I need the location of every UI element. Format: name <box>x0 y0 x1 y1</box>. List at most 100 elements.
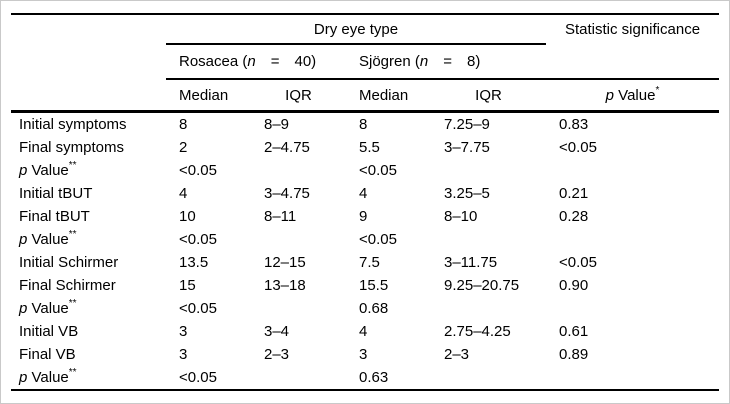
cell-rosacea-iqr: 8–11 <box>264 208 297 225</box>
cell-rosacea-median: 10 <box>179 208 196 225</box>
cell-sjogren-iqr: 3.25–5 <box>444 185 490 202</box>
row-label-text: Initial tBUT <box>19 185 93 202</box>
cell-rosacea-iqr: 13–18 <box>264 277 306 294</box>
row-label-superscript: ** <box>68 367 77 378</box>
header-dry-eye-type: Dry eye type <box>166 14 547 45</box>
row-label-text: Final tBUT <box>19 208 90 225</box>
cell-sjogren-median: 4 <box>359 323 368 340</box>
row-label-text: Initial symptoms <box>19 116 127 133</box>
cell-rosacea-iqr <box>251 297 346 320</box>
header-empty-cell <box>546 44 720 80</box>
cell-sjogren-median: 15.5 <box>359 277 389 294</box>
cell-p-value: 0.90 <box>559 277 589 294</box>
cell-rosacea-iqr <box>251 228 346 251</box>
cell-p-value: <0.05 <box>559 139 597 156</box>
cell-sjogren-iqr: 7.25–9 <box>444 116 490 133</box>
header-iqr-rosacea: IQR <box>251 79 346 113</box>
cell-rosacea-median: <0.05 <box>179 369 217 386</box>
row-label-italic: p <box>19 300 28 317</box>
cell-p-value: 0.89 <box>559 346 589 363</box>
cell-rosacea-median: 8 <box>179 116 188 133</box>
row-label-text: Value <box>27 231 69 248</box>
header-row-columns: Median IQR Median IQR p Value* <box>11 79 720 113</box>
cell-label: Initial VB <box>11 320 166 343</box>
cell-label: p Value** <box>11 228 166 251</box>
header-empty-cell <box>11 44 166 79</box>
cell-label: p Value** <box>11 366 166 390</box>
table-row: p Value** <0.05 0.63 <box>11 366 719 390</box>
header-iqr-sjogren: IQR <box>431 79 547 113</box>
rosacea-count-text: = 40) <box>255 53 317 70</box>
cell-p-value <box>546 228 719 251</box>
row-label-italic: p <box>19 231 28 248</box>
header-statistic-significance: Statistic significance <box>564 21 701 38</box>
row-label-italic: p <box>19 162 28 179</box>
cell-sjogren-iqr: 2.75–4.25 <box>444 323 511 340</box>
table-row: p Value** <0.05 0.68 <box>11 297 719 320</box>
sjogren-label-text: Sjögren ( <box>359 53 420 70</box>
cell-sjogren-iqr: 2–3 <box>444 346 470 363</box>
table-row: Initial tBUT 4 3–4.75 4 3.25–5 0.21 <box>11 182 719 205</box>
header-p-value: p Value* <box>546 79 720 113</box>
cell-sjogren-median: 9 <box>359 208 368 225</box>
cell-p-value: 0.21 <box>559 185 589 202</box>
header-row-subgroups: Rosacea (n = 40) Sjögren (n = 8) <box>11 44 720 80</box>
header-group-rosacea: Rosacea (n = 40) <box>166 44 346 80</box>
row-label-text: Initial Schirmer <box>19 254 119 271</box>
cell-rosacea-median: 2 <box>179 139 188 156</box>
header-group-sjogren: Sjögren (n = 8) <box>346 44 547 80</box>
cell-label: Final tBUT <box>11 205 166 228</box>
table-header: Dry eye type Statistic significance Rosa… <box>11 14 720 113</box>
row-label-text: Value <box>27 162 69 179</box>
row-label-text: Value <box>27 369 69 386</box>
row-label-italic: p <box>19 369 28 386</box>
cell-sjogren-iqr: 3–7.75 <box>444 139 490 156</box>
rosacea-label-text: Rosacea ( <box>179 53 248 70</box>
p-value-p-italic: p <box>605 86 615 104</box>
row-label-text: Final VB <box>19 346 76 363</box>
cell-label: Final VB <box>11 343 166 366</box>
cell-sjogren-iqr <box>431 228 546 251</box>
cell-p-value: 0.83 <box>559 116 589 133</box>
sjogren-n-italic: n <box>419 53 429 70</box>
cell-sjogren-median: 7.5 <box>359 254 380 271</box>
table-row: Initial Schirmer 13.5 12–15 7.5 3–11.75 … <box>11 251 719 274</box>
cell-p-value: <0.05 <box>559 254 597 271</box>
sjogren-count-text: = 8) <box>428 53 481 70</box>
cell-rosacea-iqr: 2–4.75 <box>264 139 310 156</box>
header-row-groups: Dry eye type Statistic significance <box>11 14 719 45</box>
cell-p-value <box>546 297 719 320</box>
table-row: Final symptoms 2 2–4.75 5.5 3–7.75 <0.05 <box>11 136 719 159</box>
cell-rosacea-median: 15 <box>179 277 196 294</box>
cell-sjogren-iqr <box>431 366 546 390</box>
cell-rosacea-iqr: 3–4 <box>264 323 290 340</box>
results-table: Dry eye type Statistic significance Rosa… <box>11 13 720 391</box>
cell-rosacea-median: 3 <box>179 323 188 340</box>
cell-sjogren-iqr: 3–11.75 <box>444 254 498 271</box>
cell-sjogren-median: <0.05 <box>359 162 397 179</box>
cell-label: Final symptoms <box>11 136 166 159</box>
table-row: Initial symptoms 8 8–9 8 7.25–9 0.83 <box>11 112 719 137</box>
table-row: Final Schirmer 15 13–18 15.5 9.25–20.75 … <box>11 274 719 297</box>
cell-label: Initial symptoms <box>11 112 166 137</box>
cell-sjogren-median: 0.68 <box>359 300 389 317</box>
cell-rosacea-median: 13.5 <box>179 254 209 271</box>
cell-rosacea-median: 4 <box>179 185 188 202</box>
table-row: Final tBUT 10 8–11 9 8–10 0.28 <box>11 205 719 228</box>
table-row: p Value** <0.05 <0.05 <box>11 159 719 182</box>
table-row: p Value** <0.05 <0.05 <box>11 228 719 251</box>
row-label-text: Initial VB <box>19 323 79 340</box>
cell-p-value <box>546 159 719 182</box>
rosacea-n-italic: n <box>247 53 256 70</box>
cell-label: p Value** <box>11 297 166 320</box>
cell-p-value: 0.28 <box>559 208 589 225</box>
p-value-text: Value <box>614 86 656 104</box>
row-label-text: Final symptoms <box>19 139 125 156</box>
cell-rosacea-iqr: 12–15 <box>264 254 306 271</box>
table-row: Final VB 3 2–3 3 2–3 0.89 <box>11 343 719 366</box>
cell-sjogren-median: 5.5 <box>359 139 380 156</box>
cell-rosacea-median: <0.05 <box>179 300 217 317</box>
cell-rosacea-iqr <box>251 159 346 182</box>
cell-label: Final Schirmer <box>11 274 166 297</box>
